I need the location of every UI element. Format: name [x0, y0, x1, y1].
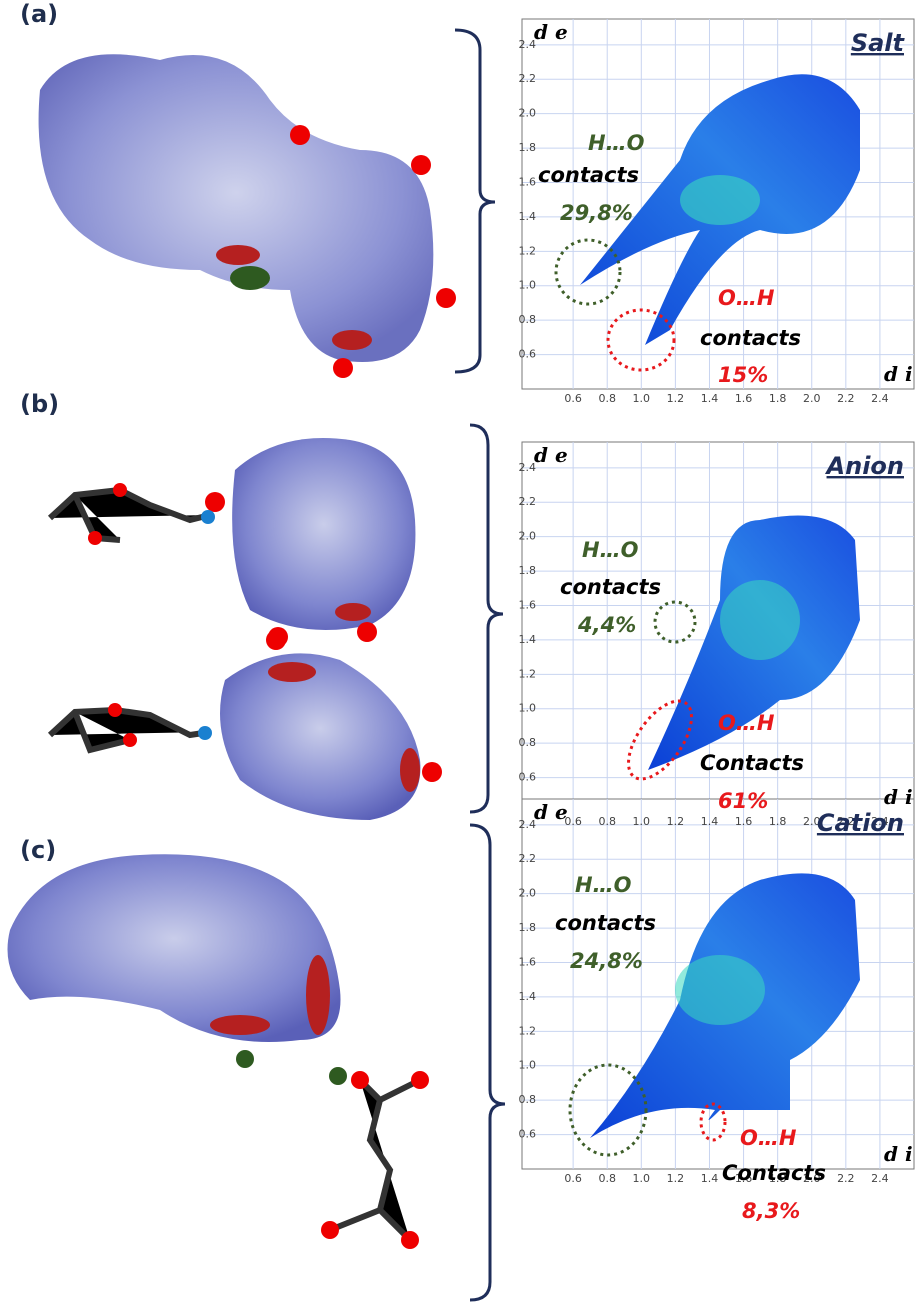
panel-label: (a): [20, 0, 58, 28]
x-tick-label: 2.0: [803, 1172, 821, 1185]
x-tick-label: 1.8: [769, 1172, 787, 1185]
y-tick-label: 2.0: [519, 887, 537, 900]
y-tick-label: 0.8: [519, 313, 537, 326]
ball-stick-models: [47, 483, 429, 1249]
annotation: 8,3%: [742, 1199, 800, 1223]
annotation: H…O: [588, 131, 645, 155]
y-tick-label: 1.0: [519, 1059, 537, 1072]
x-tick-label: 2.2: [837, 815, 855, 828]
x-tick-label: 0.6: [564, 1172, 582, 1185]
y-tick-label: 2.0: [519, 107, 537, 120]
y-tick-label: 1.8: [519, 921, 537, 934]
x-tick-label: 2.4: [871, 1172, 889, 1185]
annotation: 4,4%: [577, 613, 636, 637]
x-axis-label: d i: [884, 362, 913, 386]
y-tick-label: 1.6: [519, 955, 537, 968]
y-tick-label: 2.4: [519, 38, 537, 51]
x-tick-label: 1.4: [701, 815, 719, 828]
x-tick-label: 2.4: [871, 815, 889, 828]
annotation: H…O: [575, 873, 632, 897]
y-tick-label: 0.8: [519, 736, 537, 749]
y-tick-label: 2.2: [519, 852, 537, 865]
y-tick-label: 2.4: [519, 818, 537, 831]
y-axis-label: d e: [534, 800, 568, 824]
x-axis-label: d i: [884, 1142, 913, 1166]
x-tick-label: 1.6: [735, 815, 753, 828]
x-tick-label: 1.0: [633, 392, 651, 405]
annotation: 24,8%: [570, 949, 643, 973]
x-tick-label: 2.0: [803, 815, 821, 828]
x-tick-label: 2.2: [837, 392, 855, 405]
hirshfeld-surfaces: [7, 54, 456, 1085]
x-tick-label: 1.2: [667, 392, 685, 405]
x-tick-label: 2.2: [837, 1172, 855, 1185]
x-tick-label: 1.2: [667, 815, 685, 828]
annotation: H…O: [582, 538, 639, 562]
y-axis-label: d e: [534, 443, 568, 467]
brackets: [454, 28, 506, 1302]
x-tick-label: 0.8: [598, 392, 616, 405]
annotation: contacts: [560, 575, 661, 599]
y-tick-label: 1.4: [519, 210, 537, 223]
y-tick-label: 1.0: [519, 702, 537, 715]
y-tick-label: 1.4: [519, 633, 537, 646]
x-tick-label: 1.0: [633, 1172, 651, 1185]
x-tick-label: 1.8: [769, 815, 787, 828]
x-tick-label: 1.0: [633, 815, 651, 828]
plot-title: Anion: [825, 452, 904, 480]
y-tick-label: 0.6: [519, 771, 537, 784]
y-axis-label: d e: [534, 20, 568, 44]
x-tick-label: 0.8: [598, 1172, 616, 1185]
x-tick-label: 1.4: [701, 1172, 719, 1185]
annotation: 29,8%: [560, 201, 633, 225]
y-tick-label: 1.6: [519, 175, 537, 188]
panel-label: (c): [20, 836, 56, 864]
annotation: 61%: [718, 789, 768, 813]
x-tick-label: 1.2: [667, 1172, 685, 1185]
fingerprint-clouds: [580, 74, 860, 1138]
y-tick-label: 1.4: [519, 990, 537, 1003]
y-tick-label: 1.2: [519, 1024, 537, 1037]
x-tick-label: 1.6: [735, 392, 753, 405]
y-tick-label: 1.6: [519, 598, 537, 611]
x-tick-label: 0.6: [564, 815, 582, 828]
y-tick-label: 2.2: [519, 72, 537, 85]
x-tick-label: 1.8: [769, 392, 787, 405]
x-tick-label: 2.4: [871, 392, 889, 405]
y-tick-label: 1.8: [519, 141, 537, 154]
x-tick-label: 0.6: [564, 392, 582, 405]
y-tick-label: 0.6: [519, 1128, 537, 1141]
annotation: Contacts: [722, 1161, 826, 1185]
x-tick-label: 2.0: [803, 392, 821, 405]
annotation: 15%: [718, 363, 768, 387]
x-tick-label: 1.6: [735, 1172, 753, 1185]
y-tick-label: 1.0: [519, 279, 537, 292]
y-tick-label: 1.2: [519, 244, 537, 257]
y-tick-label: 0.6: [519, 348, 537, 361]
y-tick-label: 1.2: [519, 667, 537, 680]
annotation: O…H: [718, 286, 775, 310]
y-tick-label: 1.8: [519, 564, 537, 577]
panel-label: (b): [20, 390, 59, 418]
x-axis-label: d i: [884, 785, 913, 809]
annotation: Contacts: [700, 751, 804, 775]
annotation: O…H: [718, 711, 775, 735]
plot-title: Cation: [817, 809, 904, 837]
annotation: contacts: [700, 326, 801, 350]
x-tick-label: 1.4: [701, 392, 719, 405]
y-tick-label: 2.4: [519, 461, 537, 474]
y-tick-label: 2.2: [519, 495, 537, 508]
x-tick-label: 0.8: [598, 815, 616, 828]
plot-title: Salt: [851, 29, 906, 57]
y-tick-label: 0.8: [519, 1093, 537, 1106]
annotation: contacts: [555, 911, 656, 935]
annotation: O…H: [740, 1126, 797, 1150]
annotation: contacts: [538, 163, 639, 187]
y-tick-label: 2.0: [519, 530, 537, 543]
